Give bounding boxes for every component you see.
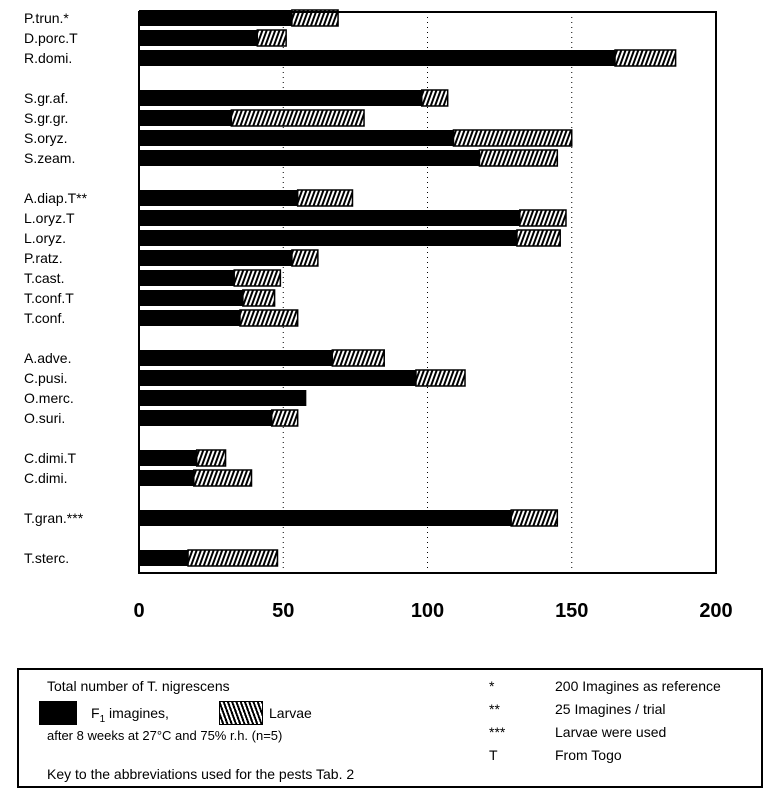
y-category-label: T.cast. <box>24 270 64 286</box>
legend-f1-text: F <box>91 705 100 721</box>
legend-f1-sub: 1 <box>99 713 106 725</box>
y-category-label: A.diap.T** <box>24 190 88 206</box>
bar-f1-imagines <box>139 90 422 106</box>
legend-swatch-larvae <box>219 701 263 725</box>
bar-larvae <box>239 309 299 327</box>
bar-f1-imagines <box>139 290 243 306</box>
legend-conditions: after 8 weeks at 27°C and 75% r.h. (n=5) <box>47 728 283 743</box>
bar-f1-imagines <box>139 150 480 166</box>
legend-title: Total number of T. nigrescens <box>47 678 230 694</box>
footnote-text: 200 Imagines as reference <box>555 678 721 694</box>
plot-frame <box>138 11 717 574</box>
y-category-label: R.domi. <box>24 50 72 66</box>
bar-f1-imagines <box>139 10 292 26</box>
bar-larvae <box>420 89 449 107</box>
x-tick-label: 200 <box>699 600 732 622</box>
legend-footnotes: * 200 Imagines as reference ** 25 Imagines … <box>19 670 761 786</box>
bar-f1-imagines <box>139 230 517 246</box>
footnote-text: Larvae were used <box>555 724 667 740</box>
bar-f1-imagines <box>139 510 512 526</box>
bar-larvae <box>516 229 561 247</box>
legend-f1-label: F1 imagines, <box>91 705 169 725</box>
bar-f1-imagines <box>139 310 240 326</box>
y-category-label: T.conf.T <box>24 290 74 306</box>
footnote-symbol: * <box>489 678 495 694</box>
legend-key-note: Key to the abbreviations used for the pe… <box>47 766 355 782</box>
bar-larvae <box>193 469 253 487</box>
y-category-label: O.suri. <box>24 410 65 426</box>
bar-larvae <box>187 549 279 567</box>
footnote-text: From Togo <box>555 747 622 763</box>
bar-larvae <box>242 289 276 307</box>
bar-larvae <box>452 129 573 147</box>
bar-f1-imagines <box>139 410 272 426</box>
bar-f1-imagines <box>139 390 307 406</box>
bar-larvae <box>519 209 567 227</box>
bar-larvae <box>478 149 559 167</box>
x-tick-label: 150 <box>555 600 588 622</box>
x-tick-label: 50 <box>272 600 294 622</box>
footnote-symbol: ** <box>489 701 500 717</box>
footnote-symbol: T <box>489 747 498 763</box>
bar-larvae <box>614 49 677 67</box>
x-tick-label: 0 <box>133 600 144 622</box>
bar-f1-imagines <box>139 350 333 366</box>
bar-f1-imagines <box>139 370 416 386</box>
y-category-label: T.gran.*** <box>24 510 84 526</box>
bar-f1-imagines <box>139 50 616 66</box>
y-category-label: P.trun.* <box>24 10 69 26</box>
legend-box: Total number of T. nigrescens F1 imagine… <box>17 668 763 788</box>
bar-f1-imagines <box>139 550 189 566</box>
y-category-label: L.oryz. <box>24 230 66 246</box>
y-category-label: D.porc.T <box>24 30 78 46</box>
bar-larvae <box>195 449 227 467</box>
bar-f1-imagines <box>139 470 194 486</box>
y-category-label: O.merc. <box>24 390 74 406</box>
bar-larvae <box>510 509 559 527</box>
bar-larvae <box>270 409 299 427</box>
bar-larvae <box>256 29 287 47</box>
y-category-label: S.zeam. <box>24 150 75 166</box>
bar-larvae <box>331 349 385 367</box>
y-category-label: L.oryz.T <box>24 210 75 226</box>
legend-swatch-f1 <box>39 701 77 725</box>
bar-f1-imagines <box>139 210 520 226</box>
stacked-bar-chart: P.trun.* D.porc.T R.domi. S.gr.af. S.gr.gr. S… <box>24 9 733 622</box>
y-category-label: T.sterc. <box>24 550 69 566</box>
legend-f1-rest: imagines, <box>105 705 169 721</box>
bar-larvae <box>230 109 365 127</box>
footnote-text: 25 Imagines / trial <box>555 701 666 717</box>
y-category-label: C.dimi. <box>24 470 68 486</box>
bar-larvae <box>233 269 282 287</box>
bar-f1-imagines <box>139 450 197 466</box>
footnote-symbol: *** <box>489 724 506 740</box>
x-tick-label: 100 <box>411 600 444 622</box>
y-category-label: A.adve. <box>24 350 71 366</box>
y-category-label: S.gr.gr. <box>24 110 68 126</box>
bar-larvae <box>291 9 339 27</box>
y-category-label: P.ratz. <box>24 250 63 266</box>
y-category-label: C.pusi. <box>24 370 68 386</box>
y-category-label: S.oryz. <box>24 130 68 146</box>
y-category-label: T.conf. <box>24 310 65 326</box>
bar-larvae <box>415 369 466 387</box>
bar-f1-imagines <box>139 130 454 146</box>
legend-larvae-label: Larvae <box>269 705 312 721</box>
bar-larvae <box>296 189 354 207</box>
bar-f1-imagines <box>139 110 232 126</box>
bar-f1-imagines <box>139 190 298 206</box>
bar-larvae <box>291 249 319 267</box>
bar-f1-imagines <box>139 250 292 266</box>
bar-f1-imagines <box>139 270 235 286</box>
y-category-label: S.gr.af. <box>24 90 68 106</box>
bar-f1-imagines <box>139 30 258 46</box>
y-category-label: C.dimi.T <box>24 450 77 466</box>
